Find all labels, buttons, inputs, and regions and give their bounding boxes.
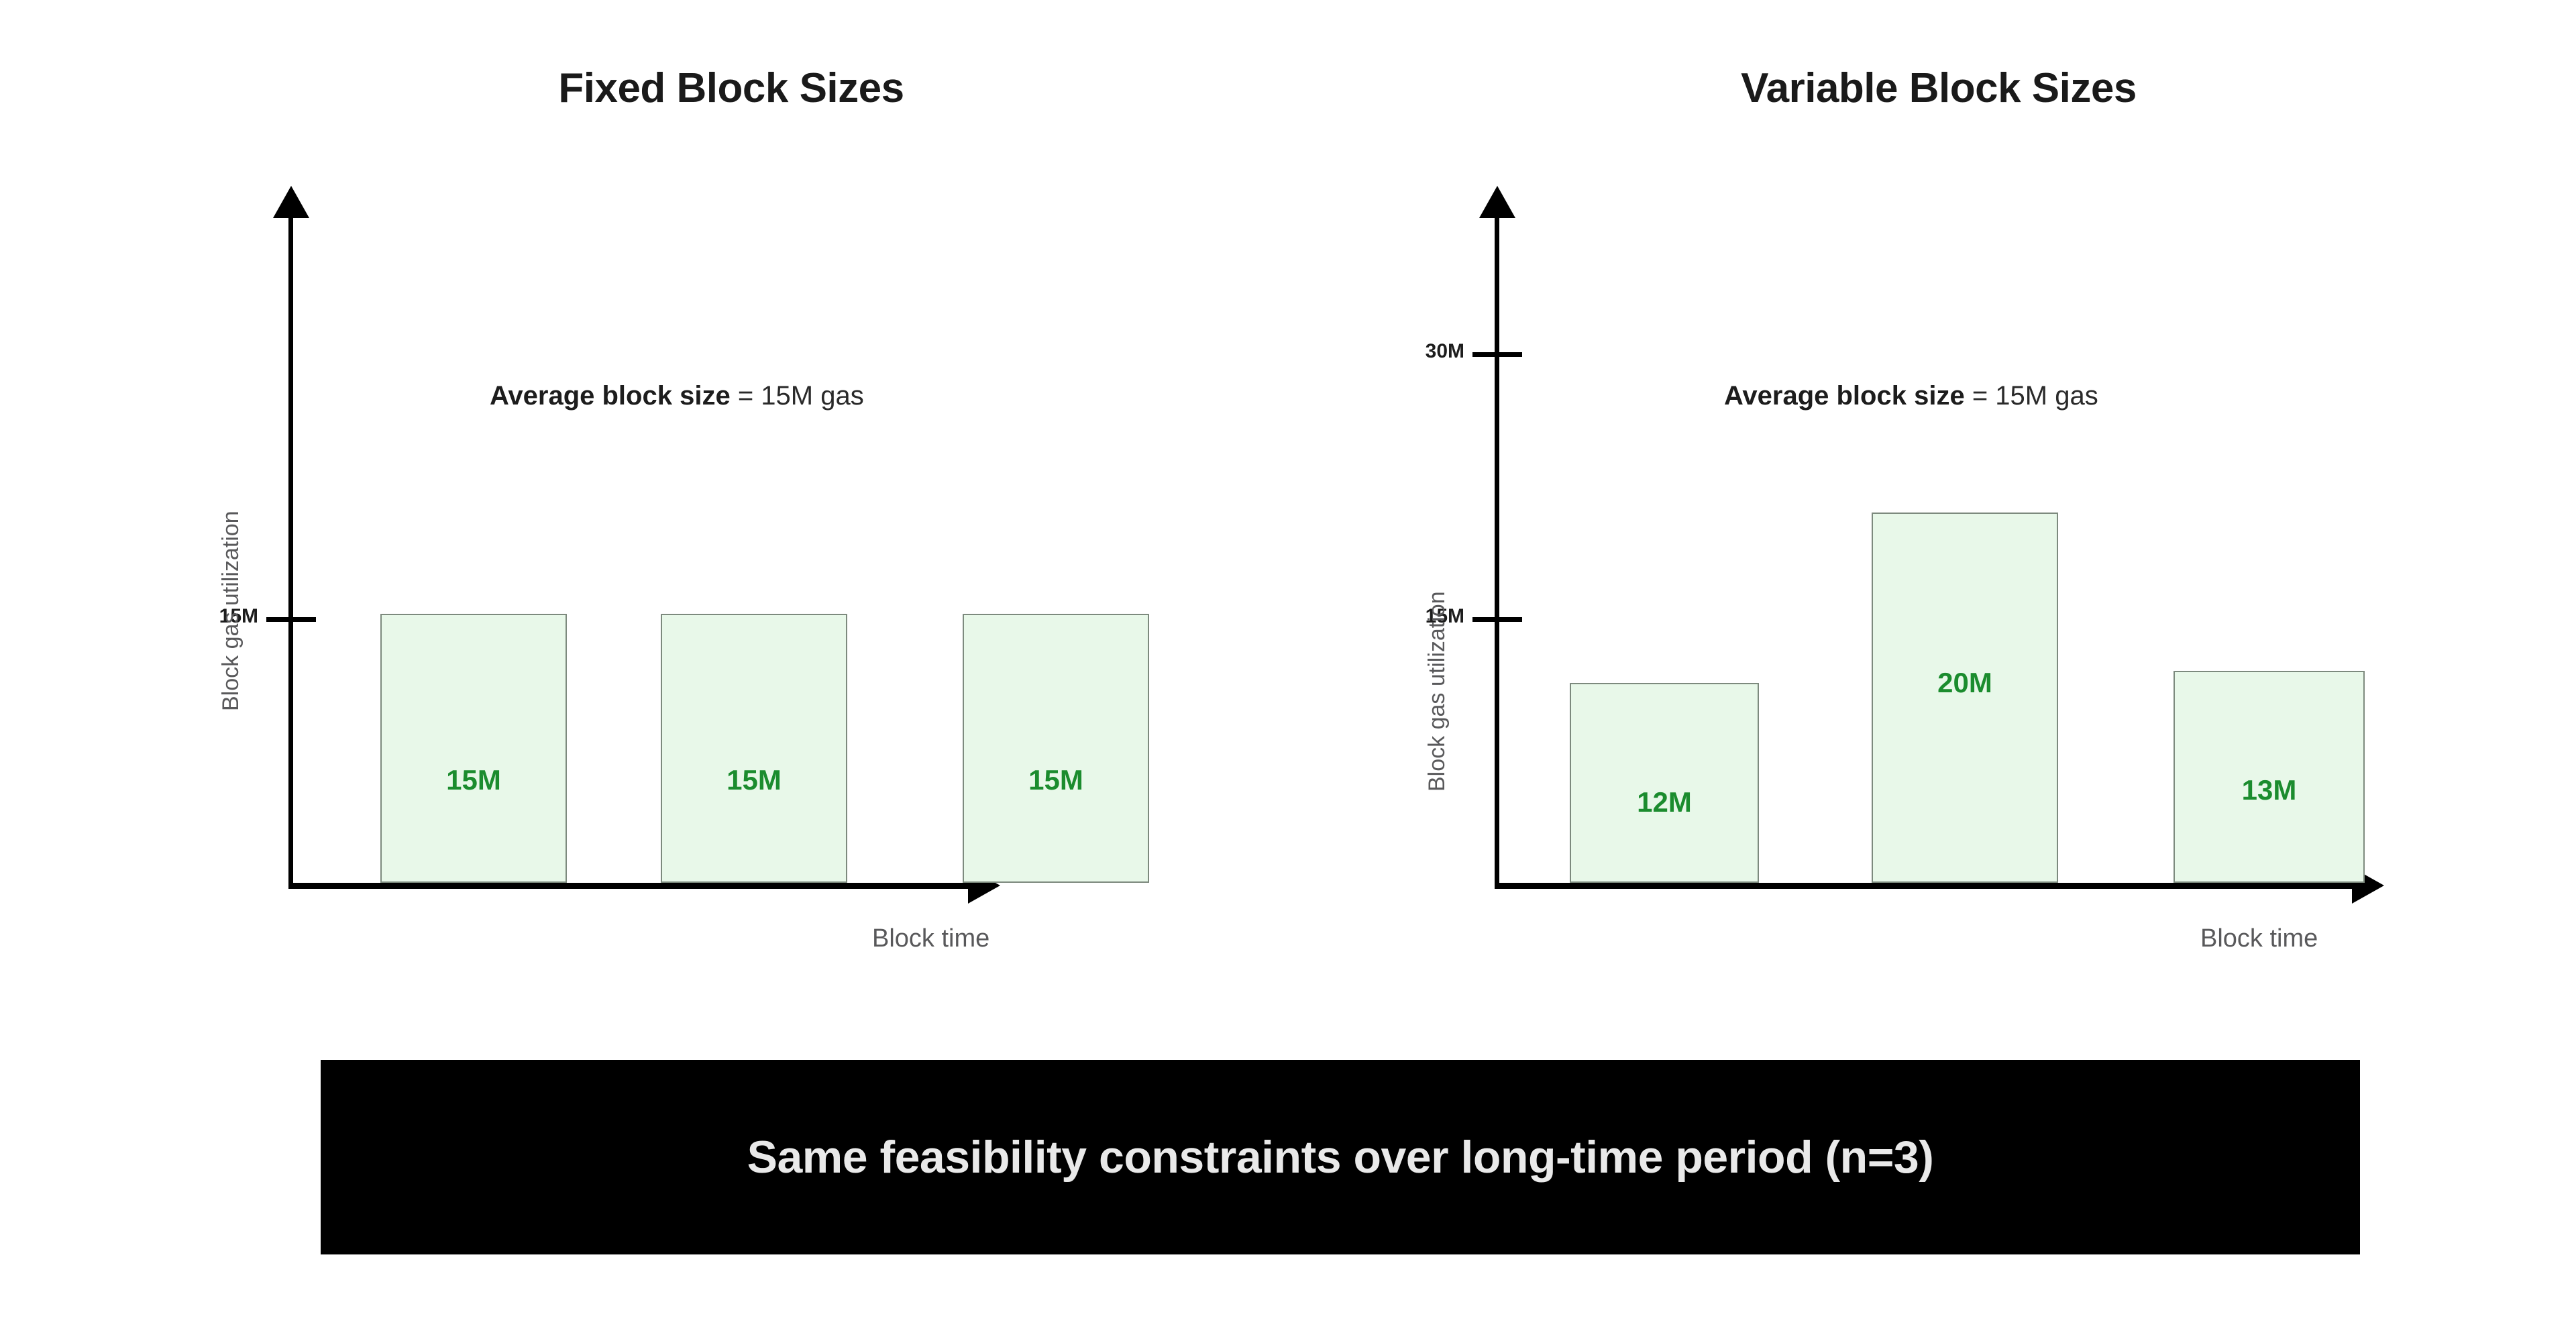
y-tick-mark-30m xyxy=(1472,352,1522,357)
bar-block-1: 12M xyxy=(1570,683,1759,883)
annotation-strong-text: Average block size xyxy=(490,381,731,411)
panel-title-fixed: Fixed Block Sizes xyxy=(558,65,904,111)
bar-block-3: 13M xyxy=(2174,671,2365,883)
x-axis-line xyxy=(1495,883,2353,889)
panel-title-variable: Variable Block Sizes xyxy=(1741,65,2137,111)
y-axis-arrowhead xyxy=(273,186,309,218)
x-axis-title: Block time xyxy=(872,924,990,953)
y-axis-line xyxy=(1495,218,1499,889)
bar-block-3: 15M xyxy=(963,614,1149,883)
average-block-size-annotation: Average block size = 15M gas xyxy=(490,381,864,411)
bar-label-block-2: 15M xyxy=(727,764,782,796)
x-axis-title: Block time xyxy=(2200,924,2318,953)
bar-label-block-3: 15M xyxy=(1028,764,1083,796)
chart-variable-block-sizes: 30M 15M Block gas utilization Average bl… xyxy=(1402,186,2475,979)
y-tick-mark-15m xyxy=(1472,617,1522,622)
y-tick-label-15m: 15M xyxy=(1425,605,1464,627)
bar-block-2: 15M xyxy=(661,614,847,883)
y-tick-label-15m: 15M xyxy=(219,605,258,627)
bar-block-2: 20M xyxy=(1872,513,2058,883)
bar-label-block-3: 13M xyxy=(2241,774,2297,806)
average-block-size-annotation: Average block size = 15M gas xyxy=(1724,381,2098,411)
chart-fixed-block-sizes: 15M Block gas utilization Average block … xyxy=(201,186,1275,979)
y-axis-title: Block gas utilization xyxy=(1424,591,1450,792)
bar-label-block-1: 12M xyxy=(1637,786,1692,818)
y-axis-arrowhead xyxy=(1479,186,1515,218)
y-tick-label-30m: 30M xyxy=(1425,340,1464,362)
annotation-value-text: = 15M gas xyxy=(1964,381,2098,411)
bar-label-block-1: 15M xyxy=(446,764,501,796)
conclusion-banner: Same feasibility constraints over long-t… xyxy=(321,1060,2360,1254)
annotation-value-text: = 15M gas xyxy=(730,381,864,411)
y-axis-title: Block gas utilization xyxy=(218,511,244,711)
annotation-strong-text: Average block size xyxy=(1724,381,1965,411)
bar-block-1: 15M xyxy=(380,614,567,883)
y-axis-line xyxy=(288,218,293,889)
x-axis-line xyxy=(288,883,969,889)
bar-label-block-2: 20M xyxy=(1937,667,1992,698)
conclusion-banner-text: Same feasibility constraints over long-t… xyxy=(747,1132,1934,1183)
y-tick-mark-15m xyxy=(266,617,316,622)
